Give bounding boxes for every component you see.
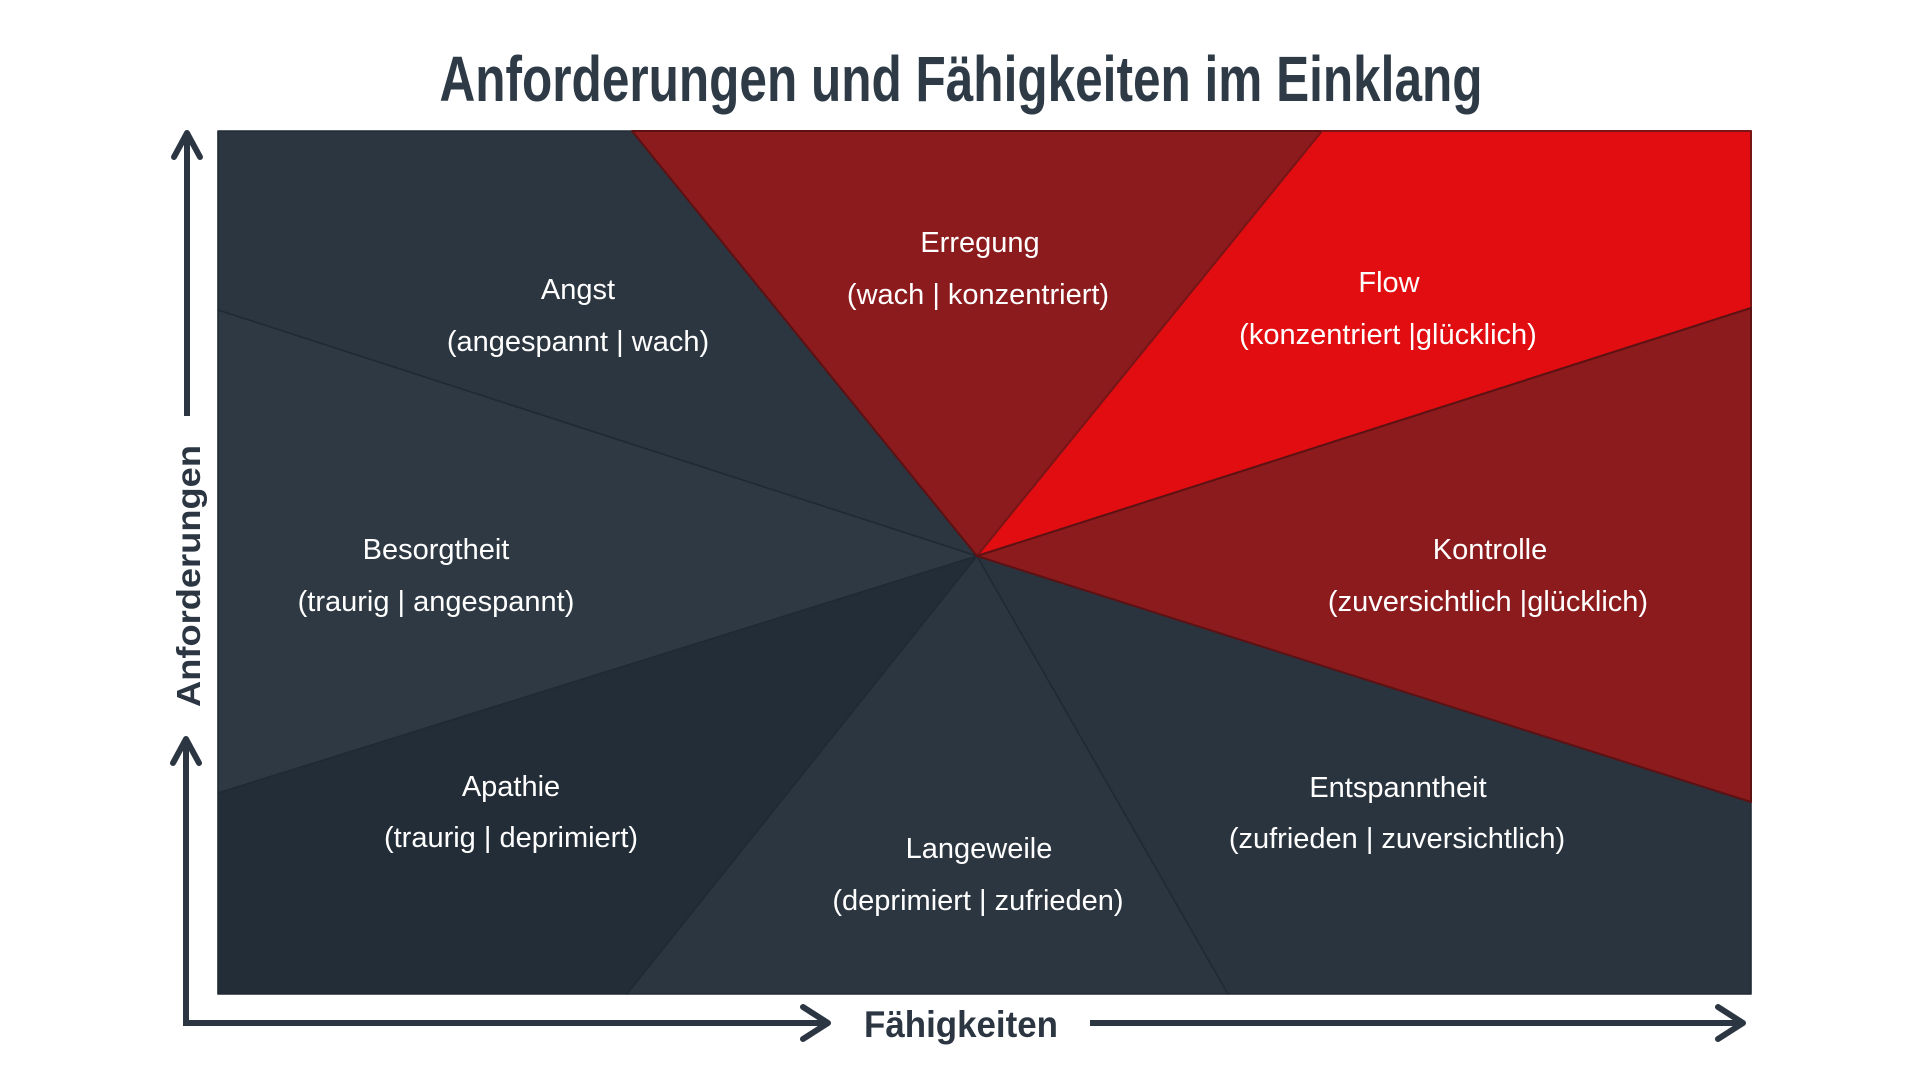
svg-text:(wach | konzentriert): (wach | konzentriert) xyxy=(847,279,1109,311)
svg-text:(zuversichtlich |glücklich): (zuversichtlich |glücklich) xyxy=(1328,586,1648,618)
svg-text:Flow: Flow xyxy=(1358,267,1420,299)
svg-text:Angst: Angst xyxy=(541,274,615,306)
svg-text:Anforderungen und Fähigkeiten: Anforderungen und Fähigkeiten im Einklan… xyxy=(440,43,1483,115)
svg-text:(deprimiert | zufrieden): (deprimiert | zufrieden) xyxy=(832,885,1123,917)
svg-text:(traurig | angespannt): (traurig | angespannt) xyxy=(298,586,575,618)
svg-text:Kontrolle: Kontrolle xyxy=(1433,534,1547,566)
svg-text:(konzentriert |glücklich): (konzentriert |glücklich) xyxy=(1239,319,1537,351)
svg-text:(zufrieden | zuversichtlich): (zufrieden | zuversichtlich) xyxy=(1229,823,1565,855)
svg-text:Besorgtheit: Besorgtheit xyxy=(363,534,510,566)
svg-text:Langeweile: Langeweile xyxy=(906,833,1053,865)
svg-text:Anforderungen: Anforderungen xyxy=(170,445,207,707)
svg-text:Entspanntheit: Entspanntheit xyxy=(1309,772,1486,804)
svg-text:(traurig | deprimiert): (traurig | deprimiert) xyxy=(384,822,638,854)
svg-text:Erregung: Erregung xyxy=(920,227,1039,259)
svg-text:Apathie: Apathie xyxy=(462,771,560,803)
svg-text:Fähigkeiten: Fähigkeiten xyxy=(864,1004,1058,1045)
svg-text:(angespannt | wach): (angespannt | wach) xyxy=(447,326,709,358)
